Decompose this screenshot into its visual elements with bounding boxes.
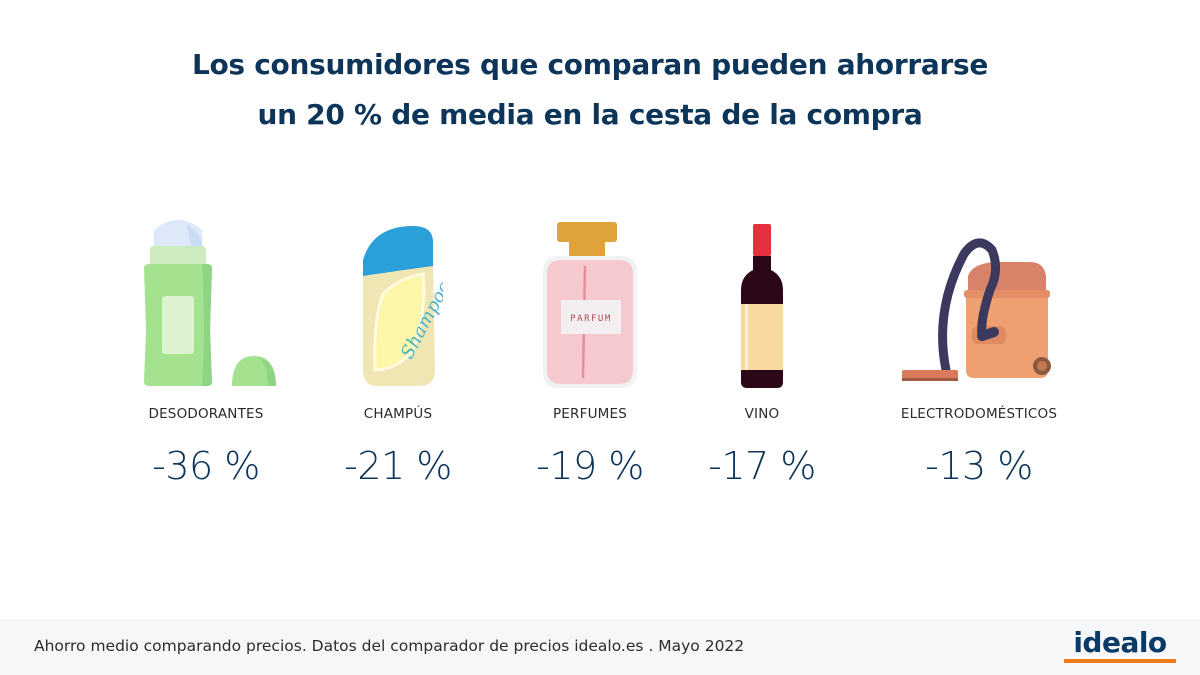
category-item-wine: VINO -17 % <box>652 210 872 488</box>
category-item-deodorants: DESODORANTES -36 % <box>96 210 316 488</box>
shampoo-icon: Shampoo <box>363 226 443 386</box>
category-item-shampoos: Shampoo CHAMPÚS -21 % <box>288 210 508 488</box>
vacuum-cleaner-icon <box>902 238 1051 381</box>
perfume-icon: PARFUM <box>543 222 637 388</box>
chart-title: Los consumidores que comparan pueden aho… <box>0 40 1200 140</box>
deodorant-icon <box>144 220 276 386</box>
category-label: ELECTRODOMÉSTICOS <box>900 406 1058 422</box>
logo-underline <box>1064 659 1176 663</box>
footer: Ahorro medio comparando precios. Datos d… <box>0 619 1200 675</box>
category-value: -17 % <box>708 444 816 488</box>
category-label: DESODORANTES <box>148 406 264 422</box>
category-value: -13 % <box>925 444 1033 488</box>
category-value: -36 % <box>152 444 260 488</box>
title-line-1: Los consumidores que comparan pueden aho… <box>191 48 989 81</box>
title-line-2: un 20 % de media en la cesta de la compr… <box>257 98 923 131</box>
source-note: Ahorro medio comparando precios. Datos d… <box>34 637 745 655</box>
perfume-label-text: PARFUM <box>570 314 612 324</box>
category-item-appliances: ELECTRODOMÉSTICOS -13 % <box>869 210 1089 488</box>
category-item-perfumes: PARFUM PERFUMES -19 % <box>480 210 700 488</box>
category-value: -21 % <box>344 444 452 488</box>
wine-bottle-icon <box>741 224 783 388</box>
category-label: CHAMPÚS <box>363 406 433 422</box>
logo-text: idealo <box>1073 626 1167 659</box>
category-value: -19 % <box>536 444 644 488</box>
category-label: VINO <box>744 406 780 422</box>
idealo-logo[interactable]: idealo <box>1064 629 1176 663</box>
category-label: PERFUMES <box>552 406 628 422</box>
